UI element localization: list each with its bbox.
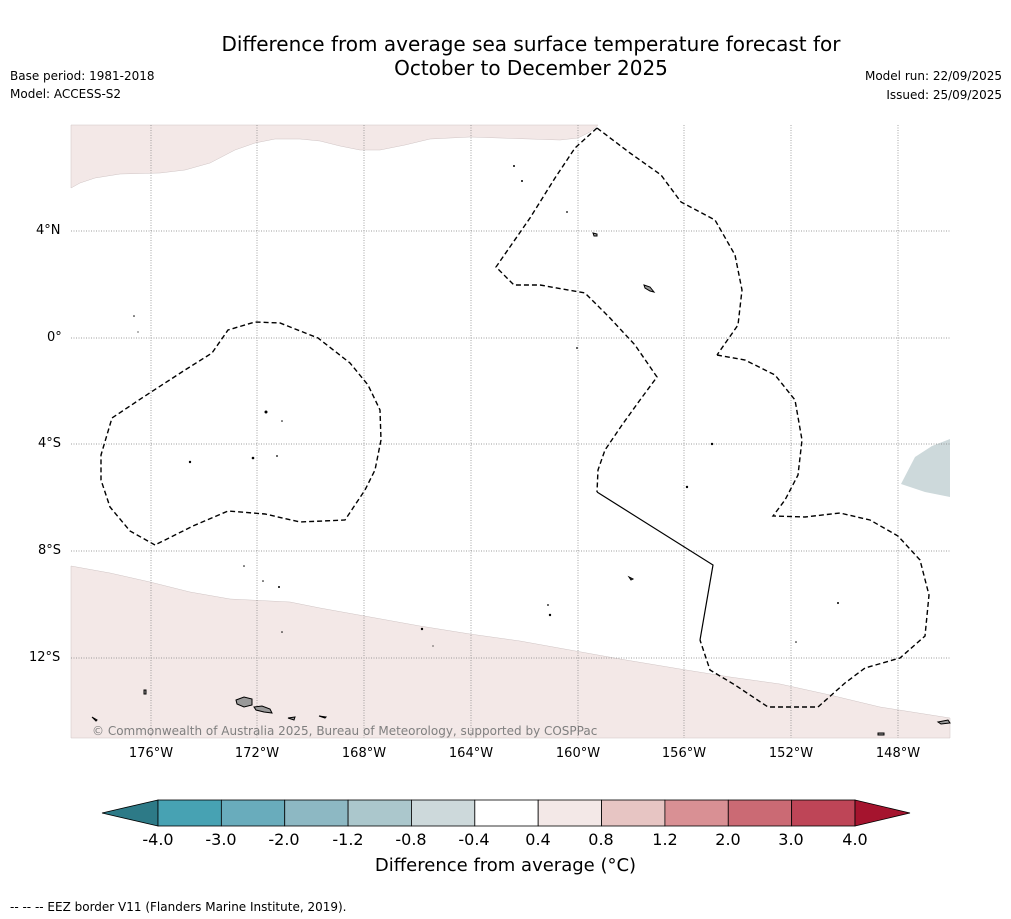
island-tutuila [287, 716, 296, 721]
map-area [70, 124, 951, 739]
island-niuafoou [143, 689, 147, 695]
islet [264, 410, 268, 414]
title-line-2: October to December 2025 [394, 56, 668, 80]
lon-label: 176°W [128, 746, 174, 761]
colorbar-segment [284, 799, 349, 827]
island-savaii [235, 696, 253, 708]
islet [795, 641, 797, 643]
small-islets [133, 165, 839, 647]
colorbar-label: Difference from average (°C) [374, 855, 637, 876]
lat-label: 8°S [38, 543, 62, 558]
graticule [71, 125, 950, 738]
eez-border-kiribati-east [596, 127, 743, 356]
eez-border-tokelau [100, 321, 382, 546]
colorbar-tick: -0.4 [458, 830, 490, 849]
warm-anomaly-north [70, 124, 599, 189]
islet [243, 565, 245, 567]
warm-anomaly-south [70, 565, 951, 739]
model-name: Model: ACCESS-S2 [10, 87, 122, 101]
lon-label: 164°W [448, 746, 494, 761]
islet [566, 211, 568, 213]
colorbar-tick: 1.2 [652, 830, 678, 849]
colorbar-tick: 0.4 [525, 830, 551, 849]
islet [547, 604, 549, 606]
issued-date: Issued: 25/09/2025 [886, 88, 1002, 102]
islands [91, 232, 951, 736]
lon-label: 152°W [768, 746, 814, 761]
island-manihiki [627, 575, 635, 581]
colorbar-segment [220, 799, 286, 827]
islet [281, 420, 283, 422]
island-manua [318, 715, 328, 719]
islet [513, 165, 515, 167]
lon-label: 172°W [234, 746, 280, 761]
colorbar-under-triangle [101, 799, 159, 827]
colorbar-tick: 3.0 [778, 830, 804, 849]
colorbar-tick: -1.2 [332, 830, 364, 849]
islet [420, 627, 424, 631]
islet [710, 442, 714, 446]
islet [276, 455, 278, 457]
island-penrhyn-atoll [936, 719, 951, 725]
islet [837, 602, 839, 604]
eez-border-kiribati-line [495, 127, 658, 493]
title-line-1: Difference from average sea surface temp… [221, 32, 841, 56]
lon-label: 168°W [341, 746, 387, 761]
island-upolu [253, 705, 273, 714]
colorbar-tick: -3.0 [205, 830, 237, 849]
colorbar-segment [664, 799, 729, 827]
colorbar-segment [347, 799, 412, 827]
colorbar-segment [157, 799, 222, 827]
colorbar-tick: 4.0 [842, 830, 868, 849]
map-title: Difference from average sea surface temp… [0, 32, 1011, 80]
eez-border-cook-islands [699, 354, 930, 708]
model-run: Model run: 22/09/2025 [864, 69, 1002, 83]
lat-label: 0° [47, 330, 62, 345]
islet [278, 586, 280, 588]
island-rarotonga [877, 732, 885, 736]
islet [137, 331, 139, 333]
colorbar-segment [601, 799, 666, 827]
colorbar [101, 799, 911, 827]
colorbar-tick: 0.8 [588, 830, 614, 849]
base-period: Base period: 1981-2018 [10, 69, 155, 83]
lon-label: 148°W [875, 746, 921, 761]
lat-label: 12°S [29, 650, 61, 665]
lat-label: 4°S [38, 436, 62, 451]
colorbar-tick: -2.0 [268, 830, 300, 849]
colorbar-segment [474, 799, 539, 827]
colorbar-segment [791, 799, 856, 827]
lon-label: 160°W [555, 746, 601, 761]
colorbar-segment [537, 799, 602, 827]
islet [281, 631, 283, 633]
island-kiritimati-outline [592, 232, 598, 237]
eez-borders [100, 127, 930, 708]
cool-anomaly-east [901, 439, 950, 497]
islet [521, 180, 523, 182]
colorbar-segments [157, 799, 856, 827]
islet [251, 456, 255, 460]
colorbar-segment [411, 799, 476, 827]
islet [133, 315, 135, 317]
islet [576, 347, 578, 349]
islet [262, 580, 264, 582]
lon-label: 156°W [661, 746, 707, 761]
island-jarvis [643, 284, 656, 293]
islet [188, 460, 192, 464]
copyright-notice: © Commonwealth of Australia 2025, Bureau… [92, 724, 598, 738]
lat-label: 4°N [36, 223, 61, 238]
eez-legend-note: -- -- -- EEZ border V11 (Flanders Marine… [10, 900, 347, 914]
colorbar-over-triangle [854, 799, 911, 827]
colorbar-tick: -0.8 [395, 830, 427, 849]
colorbar-tick: -4.0 [142, 830, 174, 849]
islet [548, 613, 552, 617]
islet [685, 485, 689, 489]
islet [432, 645, 434, 647]
colorbar-tick: 2.0 [715, 830, 741, 849]
island-wallis [91, 716, 98, 722]
colorbar-segment [727, 799, 793, 827]
eez-boundary-solid [596, 491, 714, 641]
